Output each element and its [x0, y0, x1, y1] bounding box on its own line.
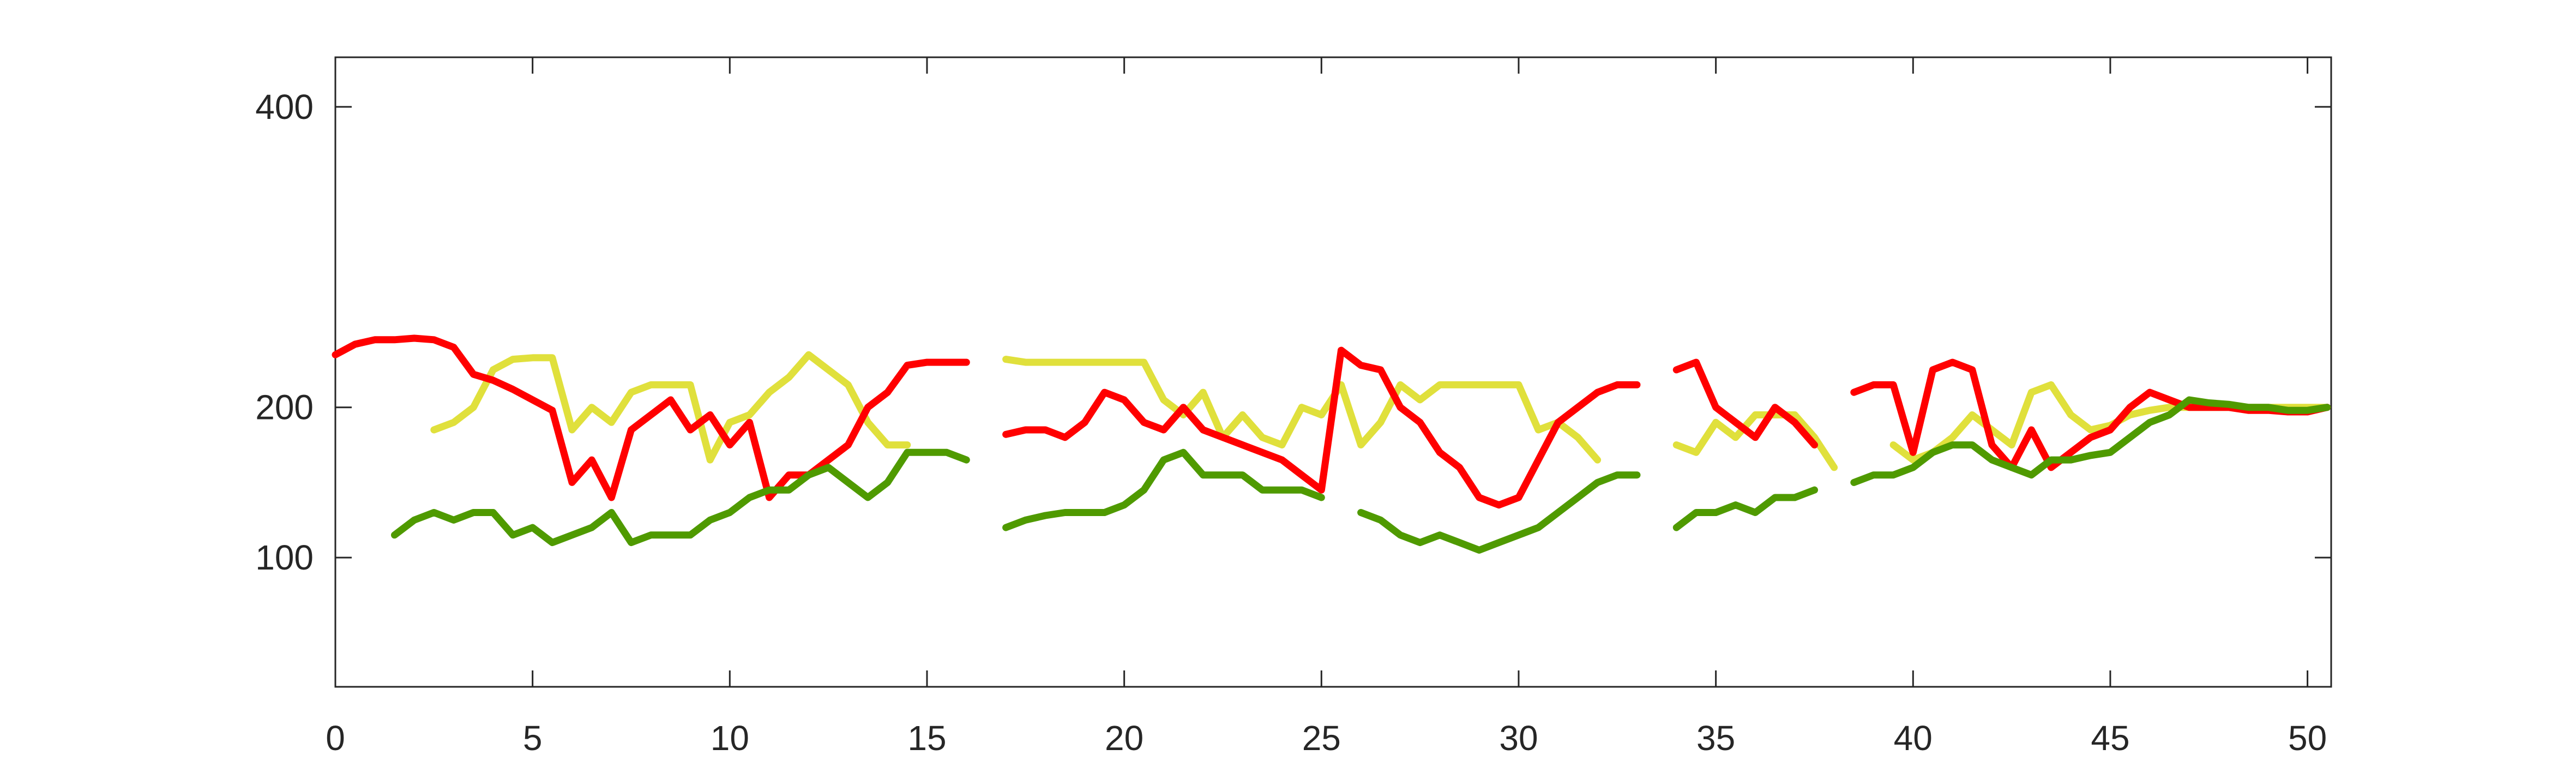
- series-line: [430, 351, 2331, 471]
- x-tick-label: 40: [1894, 718, 1933, 758]
- x-tick-label: 10: [711, 718, 749, 758]
- y-tick-label: 100: [255, 538, 314, 577]
- x-tick-label: 45: [2091, 718, 2129, 758]
- x-tick-label: 20: [1105, 718, 1143, 758]
- x-tick-label: 50: [2288, 718, 2327, 758]
- series-line: [391, 396, 2331, 554]
- x-tick-label: 30: [1499, 718, 1538, 758]
- x-tick-label: 15: [907, 718, 946, 758]
- x-tick-label: 5: [523, 718, 543, 758]
- x-tick-label: 25: [1302, 718, 1341, 758]
- y-tick-label: 400: [255, 87, 314, 127]
- plot-frame: [334, 56, 2332, 688]
- x-tick-label: 0: [326, 718, 345, 758]
- series-line: [332, 334, 2331, 509]
- x-tick-label: 35: [1696, 718, 1735, 758]
- y-tick-label: 200: [255, 388, 314, 427]
